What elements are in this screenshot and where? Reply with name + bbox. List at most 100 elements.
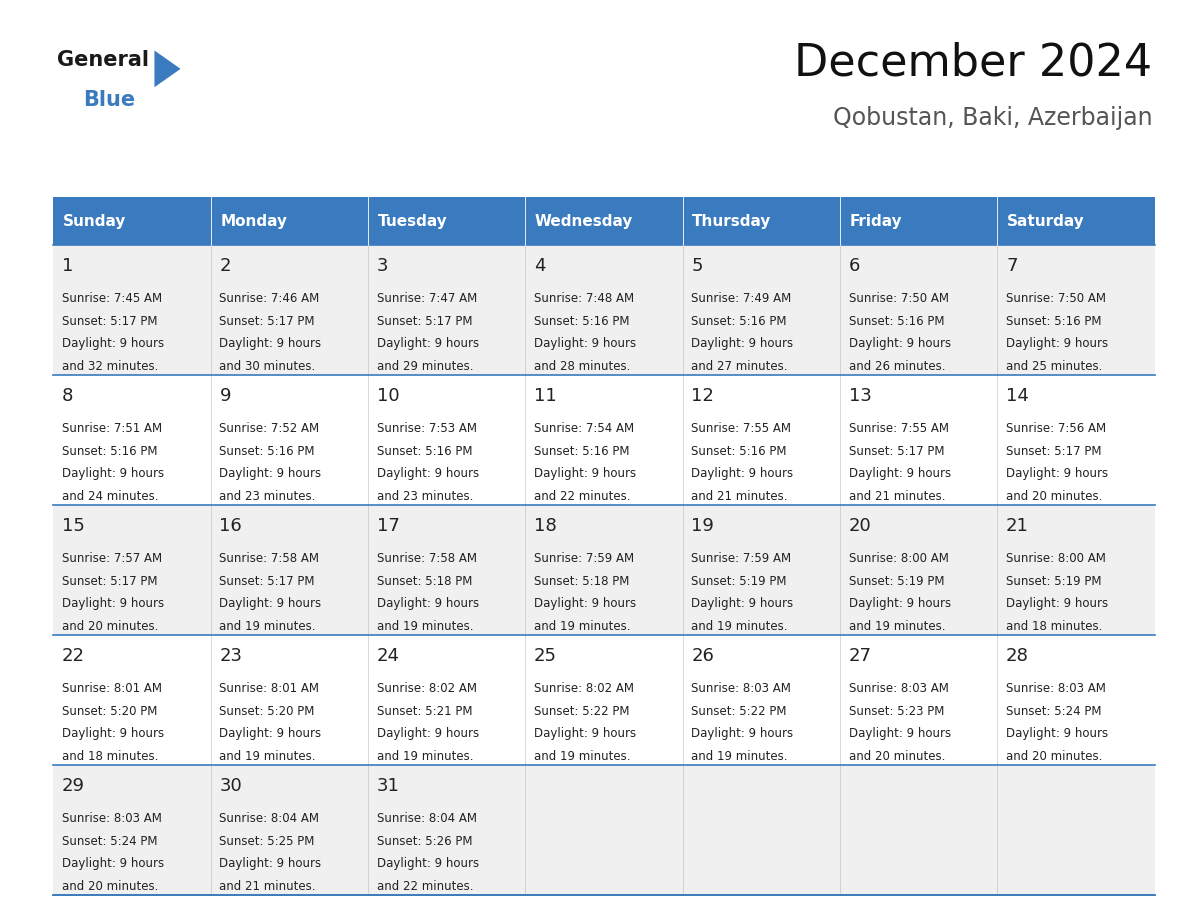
- Text: Tuesday: Tuesday: [378, 214, 448, 229]
- Text: Daylight: 9 hours: Daylight: 9 hours: [848, 598, 950, 610]
- Text: 10: 10: [377, 387, 399, 405]
- Text: and 18 minutes.: and 18 minutes.: [1006, 621, 1102, 633]
- Text: 24: 24: [377, 647, 400, 665]
- Text: Sunrise: 7:45 AM: Sunrise: 7:45 AM: [62, 292, 163, 305]
- Text: Sunrise: 8:01 AM: Sunrise: 8:01 AM: [220, 682, 320, 695]
- Text: Thursday: Thursday: [693, 214, 771, 229]
- Text: Qobustan, Baki, Azerbaijan: Qobustan, Baki, Azerbaijan: [833, 106, 1152, 129]
- Text: and 28 minutes.: and 28 minutes.: [535, 360, 631, 374]
- Text: Sunrise: 8:03 AM: Sunrise: 8:03 AM: [1006, 682, 1106, 695]
- Text: and 19 minutes.: and 19 minutes.: [691, 621, 788, 633]
- Text: Sunrise: 8:01 AM: Sunrise: 8:01 AM: [62, 682, 162, 695]
- Text: Sunrise: 7:48 AM: Sunrise: 7:48 AM: [535, 292, 634, 305]
- Text: Sunset: 5:26 PM: Sunset: 5:26 PM: [377, 834, 473, 847]
- Text: Daylight: 9 hours: Daylight: 9 hours: [220, 727, 322, 741]
- Text: Sunset: 5:18 PM: Sunset: 5:18 PM: [377, 575, 472, 588]
- Text: Sunrise: 8:02 AM: Sunrise: 8:02 AM: [377, 682, 476, 695]
- Text: Sunset: 5:21 PM: Sunset: 5:21 PM: [377, 705, 473, 718]
- Text: Blue: Blue: [83, 90, 135, 110]
- Text: 21: 21: [1006, 517, 1029, 535]
- Text: Daylight: 9 hours: Daylight: 9 hours: [377, 338, 479, 351]
- Text: Sunrise: 8:03 AM: Sunrise: 8:03 AM: [691, 682, 791, 695]
- Text: and 25 minutes.: and 25 minutes.: [1006, 360, 1102, 374]
- Text: 8: 8: [62, 387, 74, 405]
- Text: Daylight: 9 hours: Daylight: 9 hours: [691, 598, 794, 610]
- Text: 1: 1: [62, 257, 74, 275]
- Text: Daylight: 9 hours: Daylight: 9 hours: [1006, 727, 1108, 741]
- Text: Sunset: 5:19 PM: Sunset: 5:19 PM: [691, 575, 786, 588]
- Text: Friday: Friday: [849, 214, 902, 229]
- Text: 31: 31: [377, 777, 399, 795]
- Text: Sunrise: 7:59 AM: Sunrise: 7:59 AM: [691, 552, 791, 565]
- Text: Daylight: 9 hours: Daylight: 9 hours: [220, 598, 322, 610]
- Text: Sunrise: 7:56 AM: Sunrise: 7:56 AM: [1006, 422, 1106, 435]
- Text: and 21 minutes.: and 21 minutes.: [691, 490, 788, 503]
- Text: Sunrise: 7:53 AM: Sunrise: 7:53 AM: [377, 422, 476, 435]
- Text: Daylight: 9 hours: Daylight: 9 hours: [848, 338, 950, 351]
- Text: and 27 minutes.: and 27 minutes.: [691, 360, 788, 374]
- Text: General: General: [57, 50, 148, 71]
- Text: Daylight: 9 hours: Daylight: 9 hours: [691, 727, 794, 741]
- Text: 13: 13: [848, 387, 872, 405]
- Text: Sunrise: 7:50 AM: Sunrise: 7:50 AM: [848, 292, 949, 305]
- Text: Sunrise: 7:52 AM: Sunrise: 7:52 AM: [220, 422, 320, 435]
- Text: Daylight: 9 hours: Daylight: 9 hours: [535, 338, 637, 351]
- Text: Sunset: 5:16 PM: Sunset: 5:16 PM: [691, 315, 786, 328]
- Text: 4: 4: [535, 257, 545, 275]
- Text: Sunrise: 7:55 AM: Sunrise: 7:55 AM: [848, 422, 949, 435]
- Text: and 32 minutes.: and 32 minutes.: [62, 360, 158, 374]
- Text: 11: 11: [535, 387, 557, 405]
- Text: Sunset: 5:19 PM: Sunset: 5:19 PM: [848, 575, 944, 588]
- Text: Daylight: 9 hours: Daylight: 9 hours: [62, 467, 164, 480]
- Text: and 23 minutes.: and 23 minutes.: [377, 490, 473, 503]
- Text: and 19 minutes.: and 19 minutes.: [220, 621, 316, 633]
- Text: Sunset: 5:16 PM: Sunset: 5:16 PM: [220, 444, 315, 458]
- Text: Daylight: 9 hours: Daylight: 9 hours: [535, 467, 637, 480]
- Text: 27: 27: [848, 647, 872, 665]
- Text: 14: 14: [1006, 387, 1029, 405]
- Text: Daylight: 9 hours: Daylight: 9 hours: [1006, 598, 1108, 610]
- Text: 28: 28: [1006, 647, 1029, 665]
- Text: and 20 minutes.: and 20 minutes.: [62, 621, 158, 633]
- Text: Monday: Monday: [220, 214, 287, 229]
- Text: Sunday: Sunday: [63, 214, 126, 229]
- Text: 12: 12: [691, 387, 714, 405]
- Text: Sunset: 5:22 PM: Sunset: 5:22 PM: [535, 705, 630, 718]
- Text: Sunset: 5:17 PM: Sunset: 5:17 PM: [220, 315, 315, 328]
- Text: Daylight: 9 hours: Daylight: 9 hours: [62, 598, 164, 610]
- Text: 3: 3: [377, 257, 388, 275]
- Text: Wednesday: Wednesday: [535, 214, 633, 229]
- Text: Sunset: 5:17 PM: Sunset: 5:17 PM: [848, 444, 944, 458]
- Text: 30: 30: [220, 777, 242, 795]
- Text: and 23 minutes.: and 23 minutes.: [220, 490, 316, 503]
- Text: 29: 29: [62, 777, 86, 795]
- Text: and 24 minutes.: and 24 minutes.: [62, 490, 159, 503]
- Text: and 19 minutes.: and 19 minutes.: [377, 750, 473, 763]
- Text: 25: 25: [535, 647, 557, 665]
- Text: Sunset: 5:16 PM: Sunset: 5:16 PM: [377, 444, 473, 458]
- Text: 19: 19: [691, 517, 714, 535]
- Text: and 22 minutes.: and 22 minutes.: [535, 490, 631, 503]
- Text: Sunrise: 8:04 AM: Sunrise: 8:04 AM: [377, 812, 476, 825]
- Text: and 20 minutes.: and 20 minutes.: [62, 880, 158, 893]
- Text: Sunset: 5:16 PM: Sunset: 5:16 PM: [1006, 315, 1101, 328]
- Text: Sunrise: 7:59 AM: Sunrise: 7:59 AM: [535, 552, 634, 565]
- Text: Daylight: 9 hours: Daylight: 9 hours: [848, 467, 950, 480]
- Text: and 19 minutes.: and 19 minutes.: [535, 750, 631, 763]
- Text: Sunrise: 7:47 AM: Sunrise: 7:47 AM: [377, 292, 478, 305]
- Text: 18: 18: [535, 517, 557, 535]
- Text: Sunset: 5:16 PM: Sunset: 5:16 PM: [62, 444, 158, 458]
- Text: and 19 minutes.: and 19 minutes.: [377, 621, 473, 633]
- Text: and 18 minutes.: and 18 minutes.: [62, 750, 158, 763]
- Text: Daylight: 9 hours: Daylight: 9 hours: [535, 727, 637, 741]
- Text: Sunset: 5:24 PM: Sunset: 5:24 PM: [62, 834, 158, 847]
- Text: Sunrise: 8:04 AM: Sunrise: 8:04 AM: [220, 812, 320, 825]
- Text: Sunrise: 7:58 AM: Sunrise: 7:58 AM: [377, 552, 476, 565]
- Text: Sunset: 5:16 PM: Sunset: 5:16 PM: [848, 315, 944, 328]
- Text: and 20 minutes.: and 20 minutes.: [1006, 750, 1102, 763]
- Text: and 19 minutes.: and 19 minutes.: [848, 621, 946, 633]
- Text: Sunrise: 7:50 AM: Sunrise: 7:50 AM: [1006, 292, 1106, 305]
- Text: Daylight: 9 hours: Daylight: 9 hours: [62, 857, 164, 870]
- Text: Sunset: 5:25 PM: Sunset: 5:25 PM: [220, 834, 315, 847]
- Text: Sunset: 5:16 PM: Sunset: 5:16 PM: [535, 315, 630, 328]
